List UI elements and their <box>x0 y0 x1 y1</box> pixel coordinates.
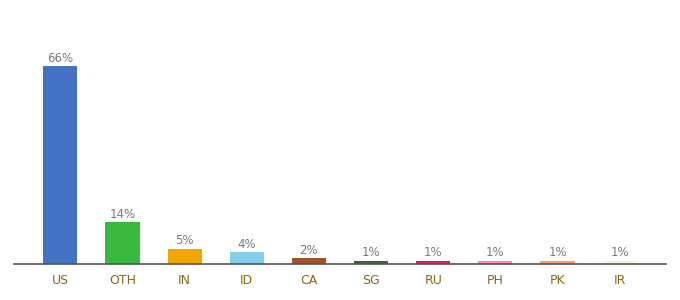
Bar <box>354 261 388 264</box>
Text: 14%: 14% <box>109 208 135 220</box>
Bar <box>105 222 139 264</box>
Bar <box>602 261 636 264</box>
Text: 4%: 4% <box>237 238 256 250</box>
Text: 1%: 1% <box>548 247 567 260</box>
Text: 1%: 1% <box>362 247 380 260</box>
Text: 1%: 1% <box>424 247 443 260</box>
Bar <box>230 252 264 264</box>
Bar <box>44 66 78 264</box>
Text: 1%: 1% <box>486 247 505 260</box>
Text: 1%: 1% <box>611 247 629 260</box>
Bar <box>167 249 202 264</box>
Bar <box>292 258 326 264</box>
Text: 66%: 66% <box>48 52 73 64</box>
Bar <box>478 261 513 264</box>
Text: 5%: 5% <box>175 235 194 248</box>
Bar <box>541 261 575 264</box>
Text: 2%: 2% <box>300 244 318 256</box>
Bar <box>416 261 450 264</box>
